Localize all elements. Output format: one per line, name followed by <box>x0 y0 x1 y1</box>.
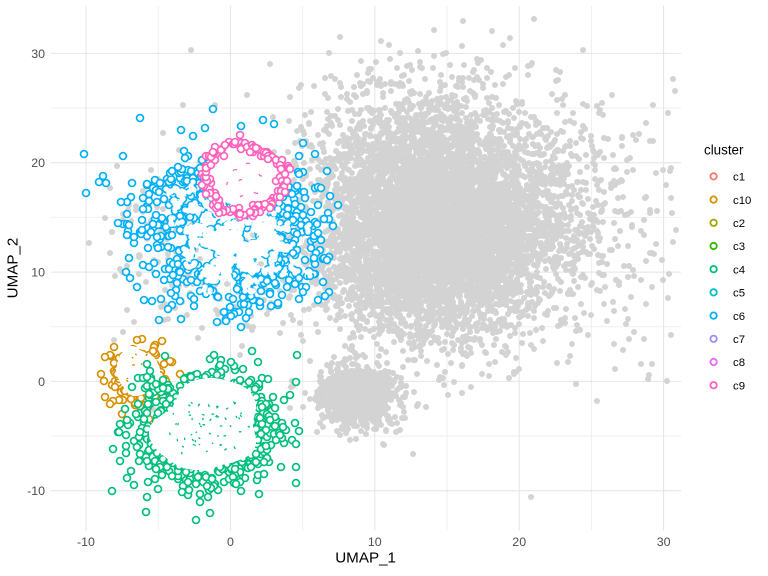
svg-text:0: 0 <box>227 535 234 549</box>
svg-text:c9: c9 <box>733 380 745 392</box>
svg-text:10: 10 <box>368 535 382 549</box>
svg-text:30: 30 <box>657 535 671 549</box>
svg-text:0: 0 <box>38 375 45 389</box>
svg-text:30: 30 <box>31 47 45 61</box>
svg-text:UMAP_2: UMAP_2 <box>5 238 22 299</box>
svg-text:c8: c8 <box>733 357 745 369</box>
svg-text:c7: c7 <box>733 334 745 346</box>
svg-text:c2: c2 <box>733 218 745 230</box>
svg-text:-10: -10 <box>77 535 95 549</box>
svg-text:c5: c5 <box>733 288 745 300</box>
svg-text:20: 20 <box>31 156 45 170</box>
svg-text:cluster: cluster <box>704 143 744 158</box>
svg-text:c6: c6 <box>733 311 745 323</box>
svg-text:10: 10 <box>31 266 45 280</box>
svg-text:20: 20 <box>512 535 526 549</box>
svg-text:c10: c10 <box>733 195 751 207</box>
svg-text:c1: c1 <box>733 172 745 184</box>
svg-text:-10: -10 <box>27 484 45 498</box>
svg-text:c3: c3 <box>733 241 745 253</box>
svg-text:UMAP_1: UMAP_1 <box>335 550 396 567</box>
svg-text:c4: c4 <box>733 264 745 276</box>
